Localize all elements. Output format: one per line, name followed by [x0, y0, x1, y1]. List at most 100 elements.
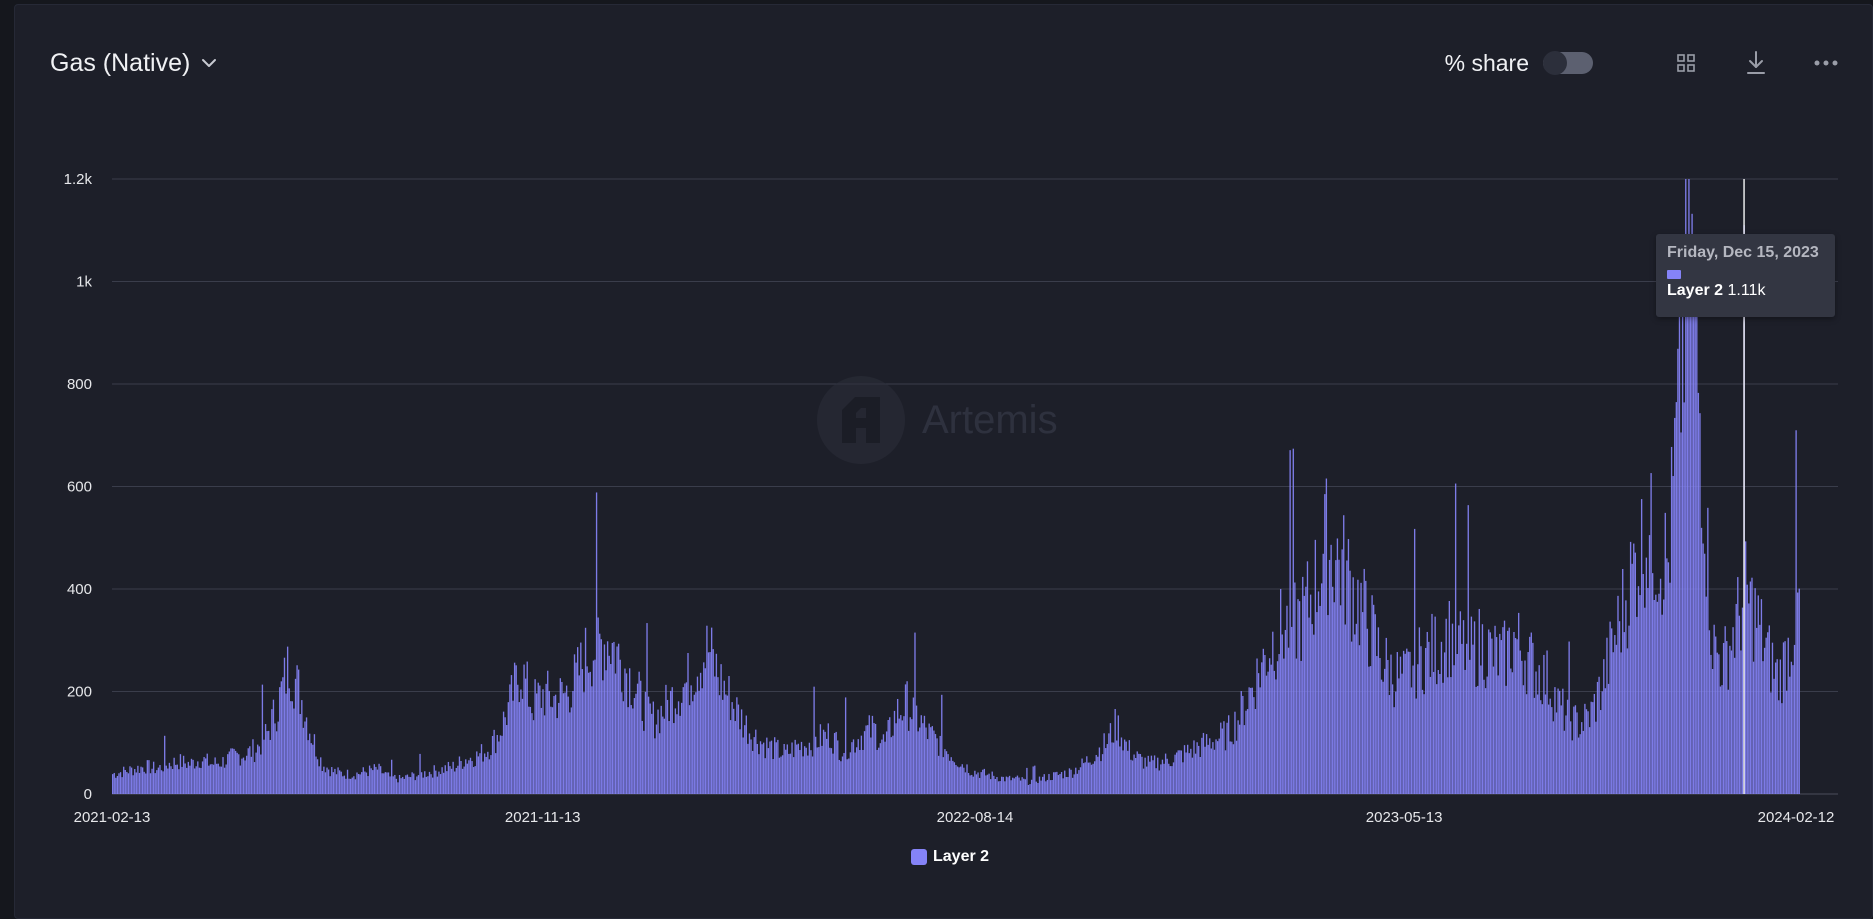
- bar[interactable]: [1525, 694, 1528, 794]
- bar[interactable]: [1757, 595, 1759, 794]
- bar[interactable]: [354, 779, 357, 794]
- bar[interactable]: [575, 662, 577, 794]
- bar[interactable]: [323, 766, 325, 794]
- bar[interactable]: [884, 741, 886, 794]
- bar[interactable]: [1425, 647, 1427, 794]
- bar[interactable]: [873, 722, 875, 794]
- bar[interactable]: [936, 738, 938, 794]
- bar[interactable]: [236, 752, 238, 794]
- bar[interactable]: [1530, 632, 1532, 794]
- bar[interactable]: [974, 770, 976, 794]
- bar[interactable]: [175, 764, 177, 794]
- bar[interactable]: [310, 743, 312, 794]
- bar[interactable]: [707, 652, 710, 794]
- bar[interactable]: [1667, 562, 1670, 794]
- bar[interactable]: [706, 625, 708, 794]
- bar[interactable]: [1064, 770, 1066, 794]
- bar[interactable]: [1199, 756, 1201, 794]
- bar[interactable]: [1090, 764, 1093, 794]
- bar[interactable]: [1316, 612, 1318, 794]
- bar[interactable]: [269, 739, 271, 794]
- bar[interactable]: [698, 690, 700, 794]
- share-toggle[interactable]: [1543, 51, 1593, 75]
- bar[interactable]: [1581, 722, 1583, 794]
- bar[interactable]: [1048, 773, 1050, 794]
- bar[interactable]: [1357, 579, 1359, 794]
- bar[interactable]: [887, 720, 889, 794]
- bar[interactable]: [1303, 595, 1305, 794]
- bar[interactable]: [1483, 679, 1485, 794]
- bar[interactable]: [731, 702, 733, 794]
- bar[interactable]: [578, 675, 580, 794]
- bar[interactable]: [1112, 742, 1115, 794]
- bar[interactable]: [892, 735, 894, 794]
- bar[interactable]: [577, 647, 579, 794]
- bar[interactable]: [695, 692, 697, 794]
- bar[interactable]: [862, 749, 864, 794]
- bar[interactable]: [660, 705, 662, 794]
- bar[interactable]: [1308, 617, 1310, 794]
- bar[interactable]: [723, 680, 725, 794]
- bar[interactable]: [874, 723, 877, 794]
- bar[interactable]: [633, 698, 636, 794]
- bar[interactable]: [1722, 642, 1725, 794]
- bar[interactable]: [173, 757, 175, 794]
- bar[interactable]: [625, 673, 628, 794]
- bar[interactable]: [1391, 684, 1394, 794]
- bar[interactable]: [126, 771, 128, 794]
- bar[interactable]: [1655, 594, 1657, 794]
- bar[interactable]: [1139, 754, 1142, 794]
- bar[interactable]: [1494, 625, 1496, 794]
- bar[interactable]: [468, 760, 470, 794]
- bar[interactable]: [1245, 710, 1247, 794]
- bar[interactable]: [1622, 568, 1624, 794]
- bar[interactable]: [517, 684, 519, 794]
- bar[interactable]: [1413, 528, 1416, 794]
- bar[interactable]: [1692, 284, 1695, 794]
- bar[interactable]: [1087, 762, 1090, 794]
- bar[interactable]: [550, 706, 552, 794]
- bar[interactable]: [1089, 762, 1091, 794]
- bar[interactable]: [291, 701, 294, 794]
- bar[interactable]: [1593, 693, 1596, 794]
- bar[interactable]: [952, 760, 954, 794]
- bar[interactable]: [1134, 758, 1137, 794]
- bar[interactable]: [1598, 676, 1600, 794]
- bar[interactable]: [1059, 773, 1061, 794]
- bar[interactable]: [1708, 630, 1711, 794]
- bar[interactable]: [1502, 627, 1504, 794]
- bar[interactable]: [928, 723, 930, 794]
- bar[interactable]: [588, 672, 590, 794]
- bar[interactable]: [1037, 783, 1039, 794]
- bar[interactable]: [1019, 780, 1022, 794]
- bar[interactable]: [1065, 776, 1067, 794]
- bar[interactable]: [234, 750, 237, 794]
- bar[interactable]: [1242, 695, 1244, 794]
- bar[interactable]: [688, 705, 691, 794]
- bar[interactable]: [211, 764, 213, 794]
- bar[interactable]: [843, 752, 845, 794]
- bar[interactable]: [381, 773, 383, 794]
- bar[interactable]: [1752, 661, 1755, 794]
- bar[interactable]: [1098, 747, 1101, 794]
- bar[interactable]: [365, 772, 368, 794]
- bar[interactable]: [1390, 654, 1392, 794]
- bar[interactable]: [882, 734, 885, 794]
- bar[interactable]: [993, 775, 995, 794]
- bar[interactable]: [335, 774, 338, 794]
- bar[interactable]: [1205, 734, 1208, 794]
- bar[interactable]: [658, 733, 661, 794]
- bar[interactable]: [268, 730, 270, 794]
- bar[interactable]: [1566, 699, 1569, 794]
- bar[interactable]: [937, 755, 940, 794]
- bar[interactable]: [1057, 775, 1060, 794]
- bar[interactable]: [203, 757, 205, 794]
- bar[interactable]: [1484, 688, 1487, 794]
- bar[interactable]: [1070, 769, 1072, 794]
- bar[interactable]: [1355, 623, 1358, 794]
- bar[interactable]: [1514, 638, 1517, 794]
- bar[interactable]: [521, 698, 524, 794]
- bar[interactable]: [350, 778, 352, 794]
- bar[interactable]: [1333, 602, 1335, 794]
- bar[interactable]: [1157, 757, 1159, 794]
